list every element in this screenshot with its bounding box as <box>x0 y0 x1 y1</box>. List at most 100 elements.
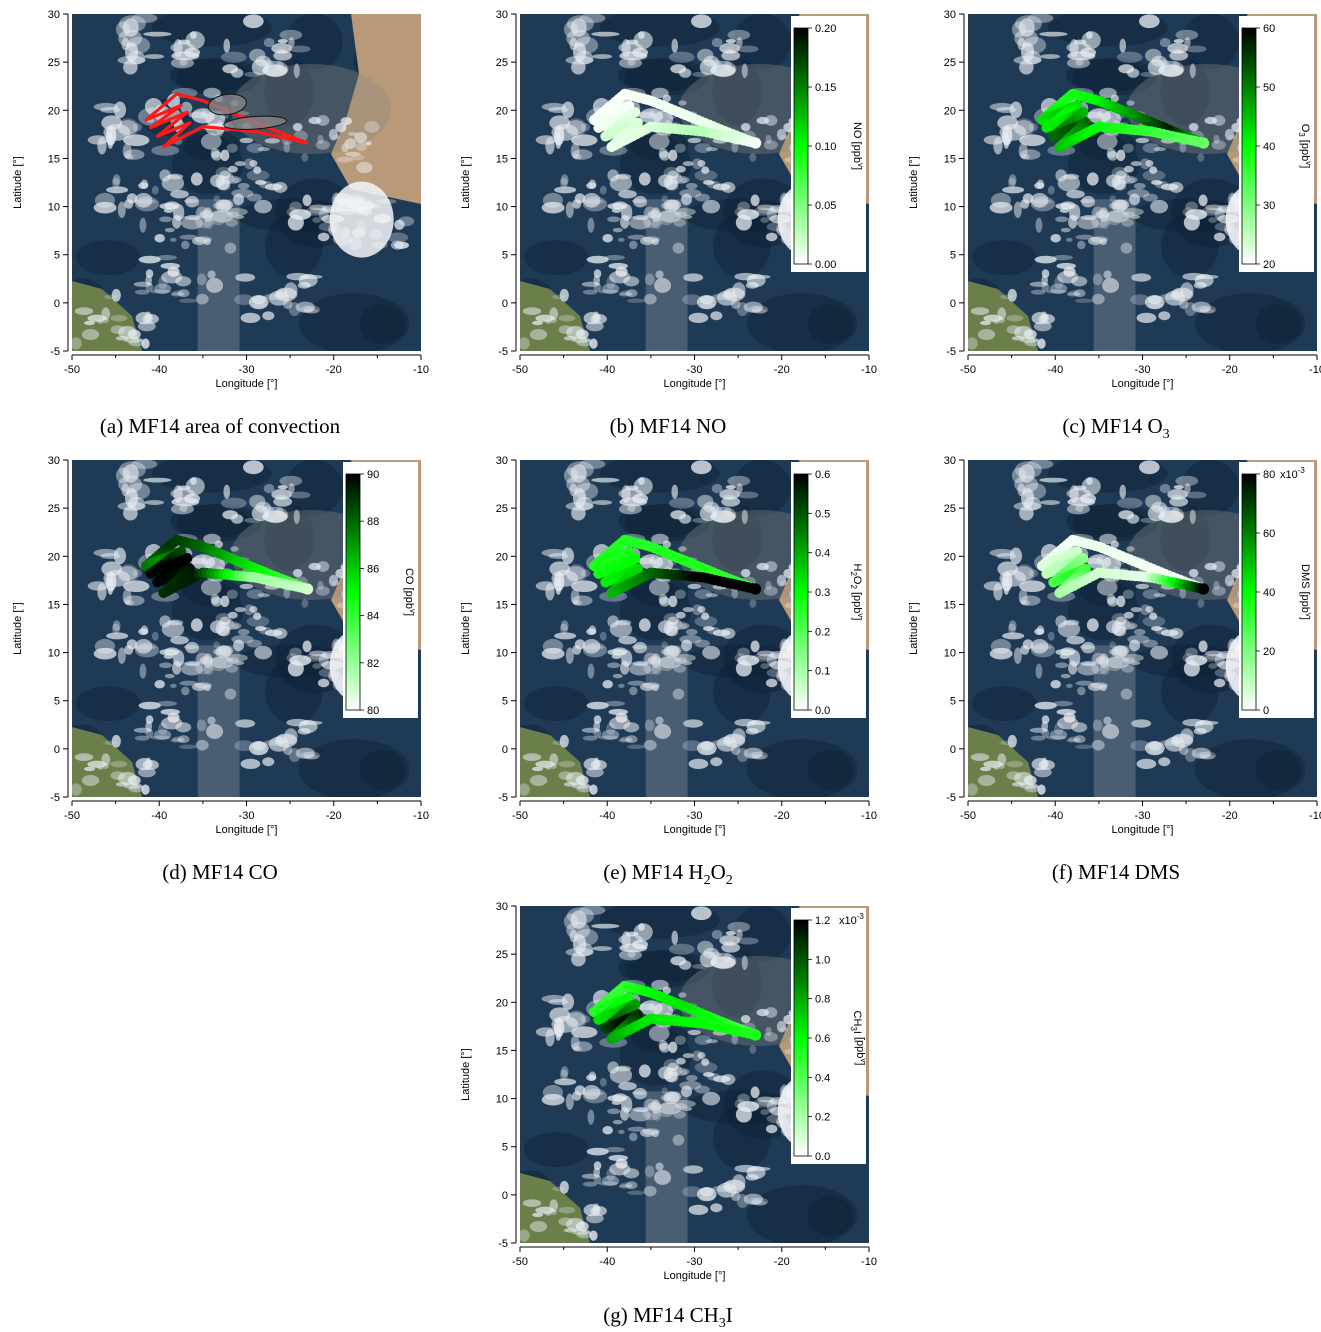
satellite-background <box>72 14 421 351</box>
x-tick-label: -30 <box>239 810 255 822</box>
y-tick-label: 25 <box>496 949 508 961</box>
colorbar-tick-label: 0.3 <box>815 587 830 599</box>
chart-panel-b: 0.00 0.05 0.10 0.15 0.20 NO [ppbv] -50 -40 -30 -2… <box>448 0 888 408</box>
y-axis-label: Latitude [°] <box>460 602 472 655</box>
y-tick-label: -5 <box>498 1238 508 1250</box>
colorbar-tick-label: 82 <box>367 658 379 670</box>
colorbar-label-text: [ppb <box>851 589 863 613</box>
colorbar-tick-label: 0.10 <box>815 141 836 153</box>
colorbar-tick-label: 0 <box>1263 705 1269 717</box>
colorbar-tick-label: 0.05 <box>815 200 836 212</box>
y-tick-label: 5 <box>950 696 956 708</box>
x-tick-label: -10 <box>1309 810 1321 822</box>
x-tick-label: -50 <box>960 810 976 822</box>
x-axis-label: Longitude [°] <box>1112 824 1174 836</box>
colorbar-tick-label: 40 <box>1263 141 1275 153</box>
colorbar-tick-label: 20 <box>1263 259 1275 271</box>
colorbar-label-text: DMS [ppb <box>1299 564 1311 613</box>
x-tick-label: -10 <box>1309 364 1321 376</box>
y-tick-label: 20 <box>944 551 956 563</box>
colorbar-label: NO [ppbv] <box>851 122 865 170</box>
track-end-point <box>749 137 762 149</box>
colorbar-tick-label: 84 <box>367 611 379 623</box>
colorbar-label-subscript: 2 <box>849 571 858 576</box>
y-tick-label: 0 <box>502 744 508 756</box>
x-tick-label: -30 <box>1135 364 1151 376</box>
colorbar-multiplier-exponent: -3 <box>1298 466 1306 475</box>
africa-land <box>331 14 421 204</box>
colorbar-label-text: ] <box>403 613 415 616</box>
chart-panel-d: 80 82 84 86 88 90 CO [ppbv] -50 -40 -30 -20 -10 -5 0 5… <box>0 446 440 854</box>
y-tick-label: 25 <box>944 57 956 69</box>
y-tick-label: 30 <box>944 455 956 467</box>
colorbar-tick-label: 0.6 <box>815 469 830 481</box>
y-tick-label: 0 <box>54 298 60 310</box>
colorbar-tick-label: 80 <box>367 705 379 717</box>
x-axis-label: Longitude [°] <box>664 378 726 390</box>
colorbar-label-text: ] <box>854 1062 866 1065</box>
y-axis-label: Latitude [°] <box>908 156 920 209</box>
y-tick-label: -5 <box>946 792 956 804</box>
y-tick-label: 25 <box>48 57 60 69</box>
y-tick-label: 25 <box>496 57 508 69</box>
track-end-point <box>1197 583 1210 595</box>
x-tick-label: -40 <box>599 1256 615 1268</box>
x-tick-label: -20 <box>774 364 790 376</box>
x-tick-label: -50 <box>64 364 80 376</box>
colorbar-label: CO [ppbv] <box>403 568 417 616</box>
colorbar <box>793 919 809 1157</box>
y-tick-label: 30 <box>944 9 956 21</box>
colorbar-tick-label: 0.4 <box>815 548 830 560</box>
colorbar-tick-label: 86 <box>367 563 379 575</box>
colorbar-tick-label: 0.0 <box>815 705 830 717</box>
colorbar-label: DMS [ppbv] <box>1299 564 1313 620</box>
colorbar-label-subscript: 3 <box>849 1026 858 1031</box>
chart-panel-a: -50 -40 -30 -20 -10 -5 0 5 10 15 20 25 30 Longitude [… <box>0 0 440 408</box>
colorbar-tick-label: 0.4 <box>815 1072 830 1084</box>
colorbar-tick-label: 0.6 <box>815 1033 830 1045</box>
x-tick-label: -40 <box>599 364 615 376</box>
chart-panel-g: 0.0 0.2 0.4 0.6 0.8 1.0 1.2 x10-3 CH3I [ppbv] -50… <box>448 892 888 1300</box>
caption-d: (d) MF14 CO <box>162 860 278 884</box>
colorbar-tick-label: 0.2 <box>815 1112 830 1124</box>
x-axis-label: Longitude [°] <box>1112 378 1174 390</box>
y-tick-label: 0 <box>950 298 956 310</box>
y-tick-label: 15 <box>496 153 508 165</box>
caption-b: (b) MF14 NO <box>609 414 727 438</box>
track-end-point <box>749 1029 762 1041</box>
y-axis-label: Latitude [°] <box>460 156 472 209</box>
colorbar-tick-label: 0.2 <box>815 626 830 638</box>
colorbar <box>345 473 361 711</box>
y-tick-label: 15 <box>944 153 956 165</box>
colorbar-tick-label: 30 <box>1263 200 1275 212</box>
y-tick-label: 5 <box>54 250 60 262</box>
y-tick-label: 20 <box>944 105 956 117</box>
colorbar-label: O3 [ppbv] <box>1297 124 1313 169</box>
colorbar-label-subscript: 2 <box>849 584 858 589</box>
x-axis-label: Longitude [°] <box>216 378 278 390</box>
y-tick-label: 0 <box>502 1190 508 1202</box>
x-tick-label: -40 <box>599 810 615 822</box>
x-tick-label: -50 <box>512 364 528 376</box>
colorbar <box>1241 27 1257 265</box>
y-tick-label: 20 <box>496 997 508 1009</box>
x-axis-label: Longitude [°] <box>664 824 726 836</box>
y-tick-label: 15 <box>48 153 60 165</box>
y-tick-label: 0 <box>54 744 60 756</box>
y-tick-label: -5 <box>498 792 508 804</box>
x-tick-label: -20 <box>326 364 342 376</box>
track-end-point <box>749 583 762 595</box>
x-tick-label: -20 <box>1222 810 1238 822</box>
convection-area-2 <box>223 115 288 130</box>
colorbar-tick-label: 0.5 <box>815 508 830 520</box>
colorbar-multiplier-exponent: -3 <box>857 912 865 921</box>
colorbar-tick-label: 1.0 <box>815 954 830 966</box>
colorbar-tick-label: 1.2 <box>815 915 830 927</box>
colorbar-label-superscript: v <box>859 1058 868 1062</box>
y-tick-label: 30 <box>496 9 508 21</box>
